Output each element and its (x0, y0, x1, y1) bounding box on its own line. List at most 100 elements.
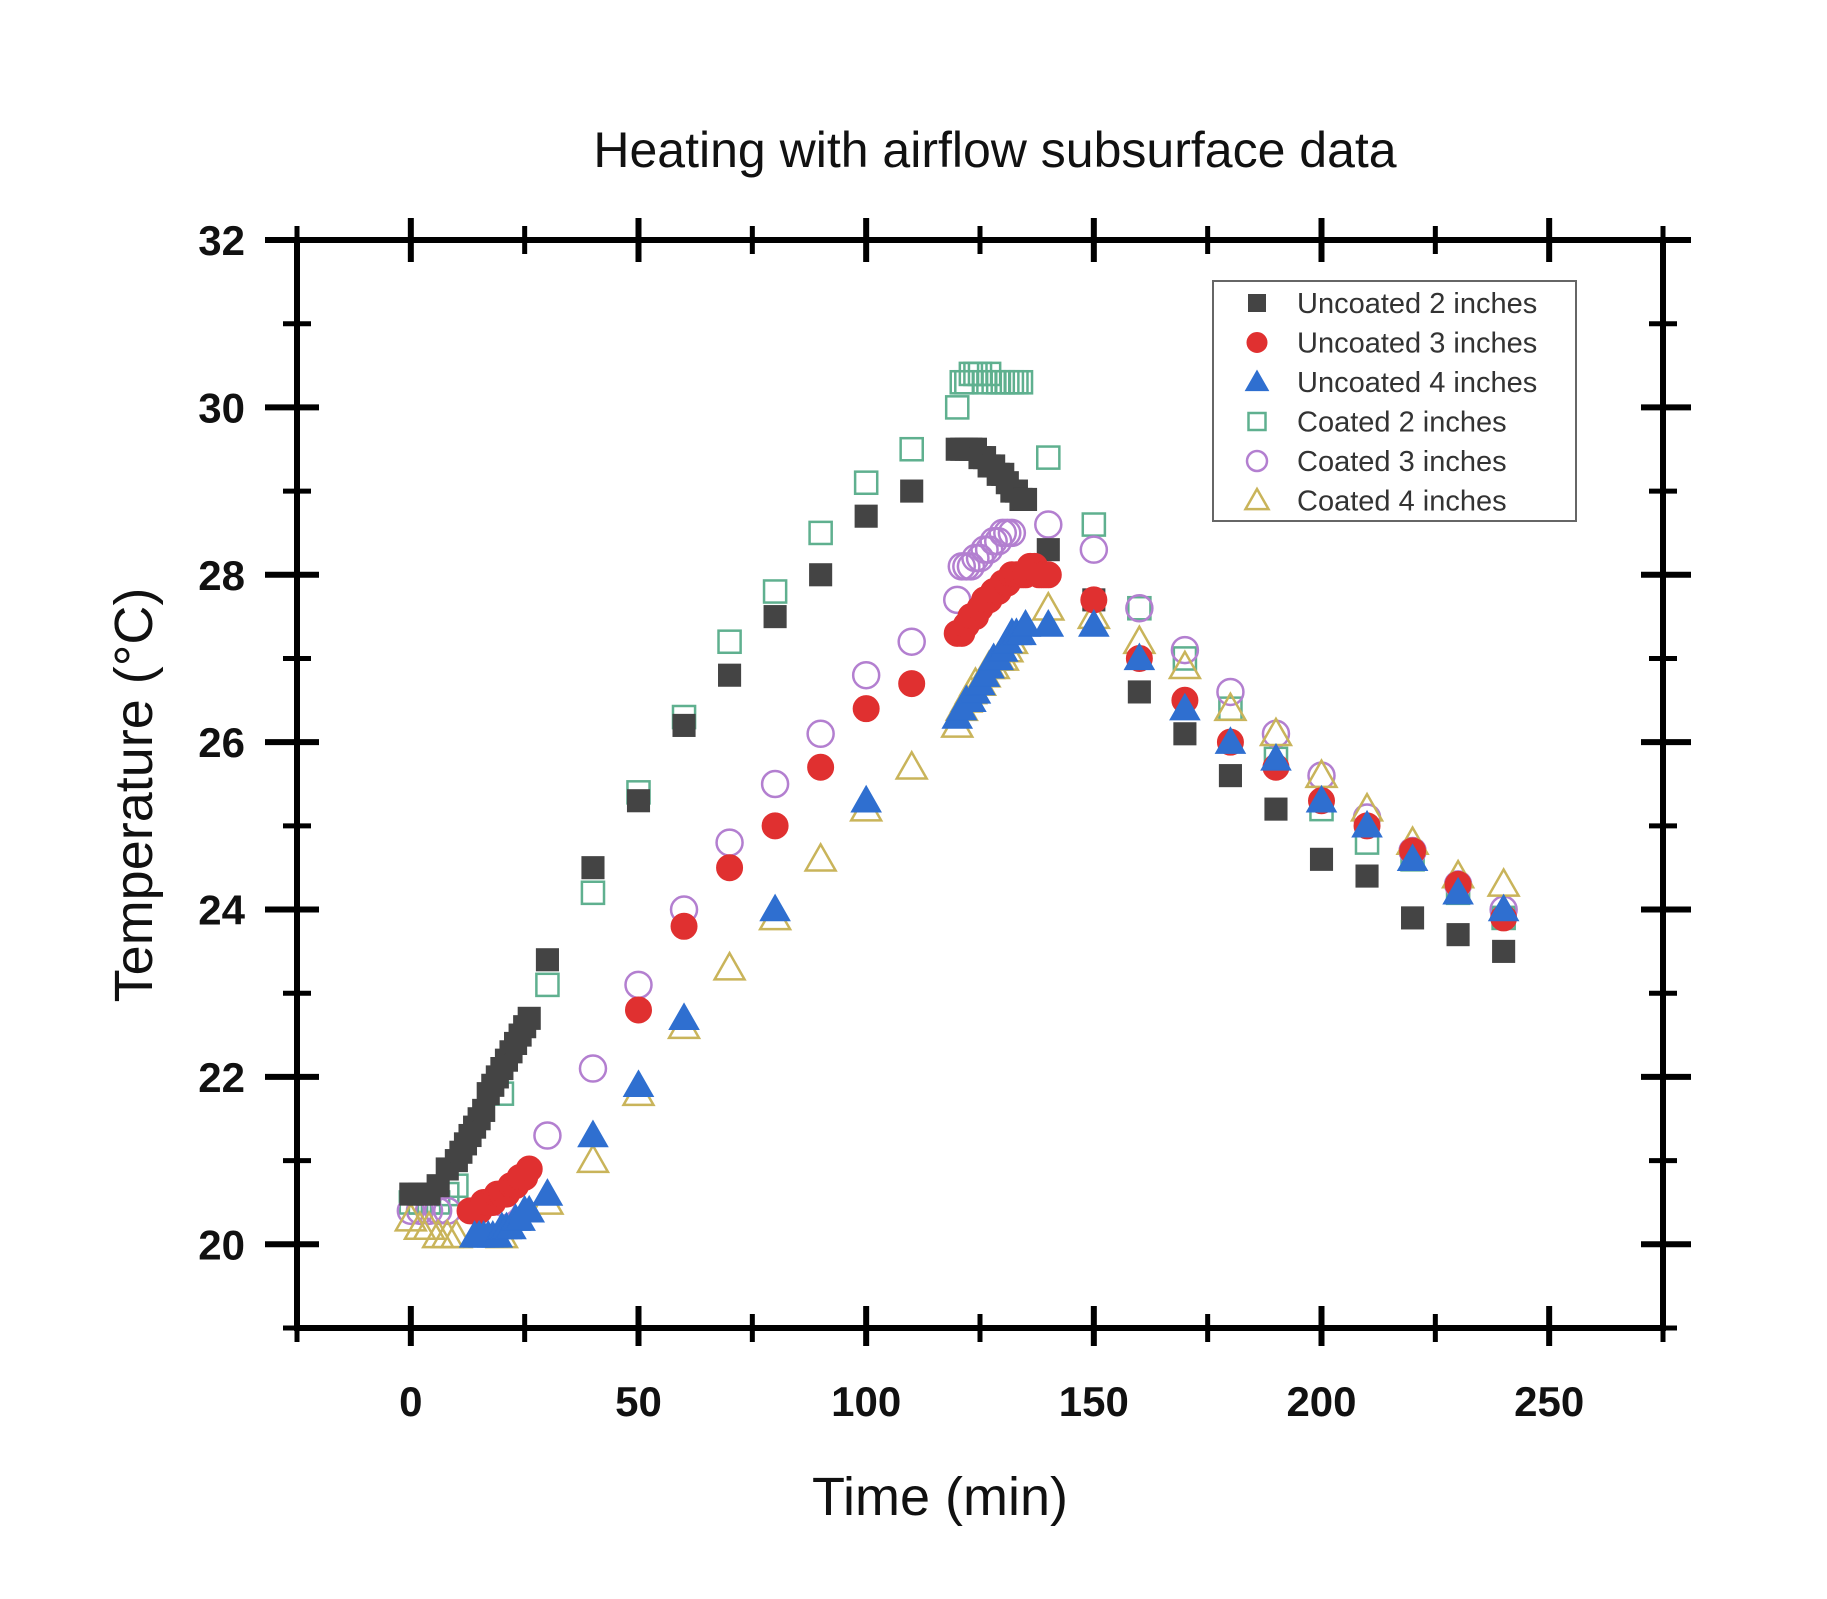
data-point (894, 749, 929, 780)
data-point (1079, 535, 1109, 564)
data-point (1123, 642, 1156, 671)
data-point (1173, 722, 1197, 746)
data-point (1009, 609, 1042, 637)
data-point (1218, 764, 1242, 788)
data-point (1127, 680, 1151, 704)
data-point (1492, 939, 1516, 963)
data-point (513, 1194, 546, 1223)
data-points (393, 361, 1521, 1249)
data-point (759, 893, 791, 922)
data-point (1309, 847, 1334, 871)
legend-item: Coated 4 inches (1243, 486, 1507, 518)
data-point (1125, 593, 1154, 623)
data-point (624, 970, 653, 1000)
data-point (1260, 742, 1292, 771)
data-point (1036, 538, 1060, 562)
series-2 (458, 609, 1520, 1248)
data-point (1081, 512, 1107, 537)
data-point (851, 660, 881, 690)
legend-label: Coated 4 inches (1297, 486, 1507, 518)
data-point (997, 518, 1027, 548)
legend-label: Uncoated 4 inches (1297, 367, 1537, 399)
data-point (1013, 487, 1038, 511)
legend-item: Coated 2 inches (1247, 407, 1507, 439)
legend-marker (1246, 332, 1268, 353)
legend-marker (1245, 449, 1269, 473)
data-point (1446, 923, 1470, 947)
x-tick-label: 250 (1514, 1378, 1584, 1425)
data-point (670, 912, 698, 940)
data-point (1442, 876, 1474, 905)
data-point (622, 1069, 655, 1098)
data-point (578, 1054, 608, 1083)
data-point (577, 1119, 609, 1148)
data-point (1034, 561, 1062, 589)
data-point (575, 1143, 611, 1174)
data-point (1080, 586, 1108, 614)
y-tick-label: 26 (198, 719, 245, 766)
data-point (531, 1178, 564, 1206)
data-point (852, 695, 880, 723)
x-tick-label: 50 (615, 1378, 662, 1425)
y-axis-label: Temperature (°C) (104, 588, 164, 1003)
x-tick-label: 150 (1059, 1378, 1129, 1425)
chart-title: Heating with airflow subsurface data (593, 122, 1396, 178)
legend-box (1212, 280, 1577, 522)
data-point (1486, 866, 1521, 897)
data-point (850, 784, 882, 813)
legend-label: Coated 2 inches (1297, 407, 1507, 439)
data-point (535, 948, 559, 972)
data-point (763, 605, 787, 629)
y-tick-label: 30 (198, 384, 245, 431)
data-point (809, 563, 833, 587)
legend-item: Uncoated 2 inches (1248, 288, 1537, 320)
data-point (581, 856, 605, 880)
data-point (533, 1121, 562, 1150)
y-tick-label: 20 (198, 1221, 245, 1268)
data-point (1169, 692, 1201, 721)
legend-label: Coated 3 inches (1297, 446, 1507, 478)
data-point (717, 629, 742, 655)
data-point (517, 1006, 541, 1030)
data-point (1305, 784, 1338, 813)
data-point (1216, 677, 1245, 707)
x-tick-label: 200 (1286, 1378, 1356, 1425)
data-point (761, 812, 789, 840)
data-point (762, 579, 788, 604)
data-point (672, 713, 696, 737)
data-point (854, 504, 878, 528)
data-point (1213, 691, 1248, 722)
legend-item: Uncoated 3 inches (1246, 328, 1537, 360)
data-point (1264, 797, 1288, 821)
data-point (716, 854, 744, 882)
data-point (712, 950, 747, 981)
data-point (668, 1002, 700, 1031)
data-point (1034, 510, 1063, 539)
data-point (439, 1218, 474, 1249)
data-point (807, 753, 835, 781)
data-point (715, 828, 744, 857)
y-tick-label: 32 (198, 217, 245, 264)
data-point (515, 1155, 543, 1183)
data-point (1036, 445, 1061, 470)
data-point (898, 670, 926, 698)
data-point (1032, 609, 1065, 637)
x-tick-label: 0 (399, 1378, 422, 1425)
data-point (944, 395, 970, 420)
data-point (1170, 635, 1200, 665)
data-point (625, 996, 652, 1024)
data-point (1355, 864, 1379, 888)
data-point (1487, 893, 1520, 922)
data-point (718, 663, 742, 687)
data-point (1351, 809, 1383, 838)
data-point (626, 789, 651, 813)
legend-item: Coated 3 inches (1245, 446, 1507, 478)
y-tick-label: 28 (198, 552, 245, 599)
data-point (853, 470, 879, 496)
legend-marker (1248, 294, 1266, 312)
data-point (1396, 843, 1429, 872)
series-0 (399, 437, 1516, 1206)
axes: 0 50 100 150 200 250 20 22 24 26 28 30 32 (198, 217, 1691, 1425)
